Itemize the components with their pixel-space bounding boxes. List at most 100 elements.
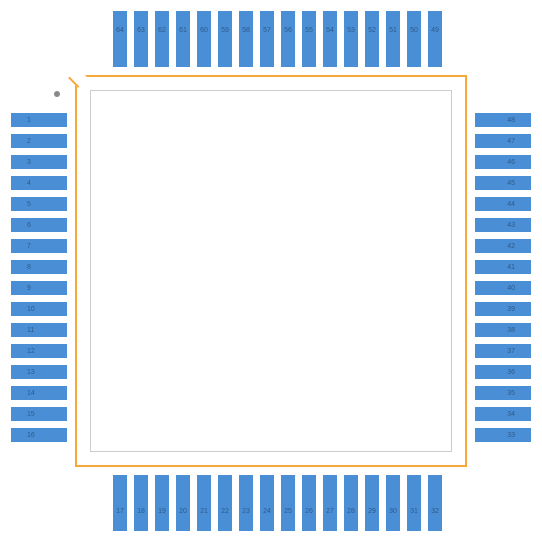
pin-label: 19 bbox=[158, 508, 166, 515]
pin: 13 bbox=[11, 365, 67, 379]
pin-label: 61 bbox=[179, 27, 187, 34]
pin: 49 bbox=[428, 11, 442, 67]
pin: 41 bbox=[475, 260, 531, 274]
pin: 45 bbox=[475, 176, 531, 190]
pin: 38 bbox=[475, 323, 531, 337]
pin: 40 bbox=[475, 281, 531, 295]
pin-label: 55 bbox=[305, 27, 313, 34]
pin-label: 11 bbox=[27, 327, 34, 334]
pin-label: 47 bbox=[507, 138, 515, 145]
pin-label: 4 bbox=[27, 180, 31, 187]
pin-label: 38 bbox=[507, 327, 515, 334]
chip-footprint-diagram: 12345678910111213141516 4847464544434241… bbox=[0, 0, 542, 542]
pin-label: 34 bbox=[507, 411, 515, 418]
pin: 61 bbox=[176, 11, 190, 67]
pin-label: 39 bbox=[507, 306, 515, 313]
pin: 8 bbox=[11, 260, 67, 274]
pin: 64 bbox=[113, 11, 127, 67]
pin: 53 bbox=[344, 11, 358, 67]
pin: 43 bbox=[475, 218, 531, 232]
pin-label: 56 bbox=[284, 27, 292, 34]
pin: 47 bbox=[475, 134, 531, 148]
pin: 12 bbox=[11, 344, 67, 358]
pin-label: 42 bbox=[507, 243, 515, 250]
pin: 37 bbox=[475, 344, 531, 358]
pin: 6 bbox=[11, 218, 67, 232]
pin-label: 24 bbox=[263, 508, 271, 515]
pin-label: 64 bbox=[116, 27, 124, 34]
pin: 54 bbox=[323, 11, 337, 67]
pin: 20 bbox=[176, 475, 190, 531]
pin-label: 1 bbox=[27, 117, 31, 124]
pin: 16 bbox=[11, 428, 67, 442]
pin: 28 bbox=[344, 475, 358, 531]
pin: 21 bbox=[197, 475, 211, 531]
pin-label: 2 bbox=[27, 138, 31, 145]
pin-label: 46 bbox=[507, 159, 515, 166]
pin: 35 bbox=[475, 386, 531, 400]
pin: 32 bbox=[428, 475, 442, 531]
pin-label: 54 bbox=[326, 27, 334, 34]
pin-label: 32 bbox=[431, 508, 439, 515]
pin-label: 52 bbox=[368, 27, 376, 34]
pin: 27 bbox=[323, 475, 337, 531]
pin-label: 16 bbox=[27, 432, 35, 439]
pin: 51 bbox=[386, 11, 400, 67]
pin-label: 37 bbox=[507, 348, 515, 355]
pin: 52 bbox=[365, 11, 379, 67]
pin-label: 49 bbox=[431, 27, 439, 34]
pin-label: 23 bbox=[242, 508, 250, 515]
pin-label: 20 bbox=[179, 508, 187, 515]
pin-label: 26 bbox=[305, 508, 313, 515]
pin: 34 bbox=[475, 407, 531, 421]
pin: 59 bbox=[218, 11, 232, 67]
pin-label: 50 bbox=[410, 27, 418, 34]
pin: 17 bbox=[113, 475, 127, 531]
pin: 36 bbox=[475, 365, 531, 379]
pin-label: 29 bbox=[368, 508, 376, 515]
pin-label: 6 bbox=[27, 222, 31, 229]
pin-label: 27 bbox=[326, 508, 334, 515]
pin: 26 bbox=[302, 475, 316, 531]
pin-label: 28 bbox=[347, 508, 355, 515]
pin: 18 bbox=[134, 475, 148, 531]
pin-label: 13 bbox=[27, 369, 35, 376]
pin: 11 bbox=[11, 323, 67, 337]
pin: 7 bbox=[11, 239, 67, 253]
chip-inner-outline bbox=[90, 90, 452, 452]
pin-label: 53 bbox=[347, 27, 355, 34]
pin: 19 bbox=[155, 475, 169, 531]
pin: 22 bbox=[218, 475, 232, 531]
pin: 14 bbox=[11, 386, 67, 400]
pin: 42 bbox=[475, 239, 531, 253]
pin-label: 35 bbox=[507, 390, 515, 397]
pin: 46 bbox=[475, 155, 531, 169]
pin: 60 bbox=[197, 11, 211, 67]
pin-label: 58 bbox=[242, 27, 250, 34]
pin: 57 bbox=[260, 11, 274, 67]
pin-label: 44 bbox=[507, 201, 515, 208]
pin: 48 bbox=[475, 113, 531, 127]
pin: 10 bbox=[11, 302, 67, 316]
pin1-dot-marker bbox=[54, 91, 60, 97]
pin-label: 40 bbox=[507, 285, 515, 292]
pin: 56 bbox=[281, 11, 295, 67]
pin-label: 51 bbox=[389, 27, 397, 34]
pin: 62 bbox=[155, 11, 169, 67]
pin-label: 30 bbox=[389, 508, 397, 515]
pin-label: 12 bbox=[27, 348, 35, 355]
pin: 1 bbox=[11, 113, 67, 127]
pin-label: 62 bbox=[158, 27, 166, 34]
pin: 23 bbox=[239, 475, 253, 531]
pin-label: 63 bbox=[137, 27, 145, 34]
pin-label: 33 bbox=[507, 432, 515, 439]
pin: 24 bbox=[260, 475, 274, 531]
pin: 58 bbox=[239, 11, 253, 67]
pin: 63 bbox=[134, 11, 148, 67]
pin-label: 57 bbox=[263, 27, 271, 34]
pin-label: 41 bbox=[507, 264, 515, 271]
pin-label: 36 bbox=[507, 369, 515, 376]
pin: 39 bbox=[475, 302, 531, 316]
pin: 9 bbox=[11, 281, 67, 295]
pin-label: 17 bbox=[116, 508, 124, 515]
